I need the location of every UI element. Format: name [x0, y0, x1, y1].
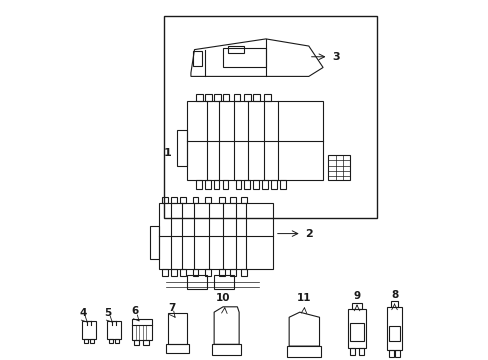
Bar [230, 269, 235, 276]
Text: 9: 9 [353, 291, 360, 301]
Bar [223, 48, 265, 67]
Bar [388, 350, 393, 357]
Bar [386, 307, 401, 350]
Bar [230, 197, 235, 203]
Bar [262, 180, 267, 189]
Bar [214, 180, 219, 189]
Bar [205, 180, 210, 189]
Text: 1: 1 [163, 148, 171, 158]
Bar [253, 180, 258, 189]
Bar [171, 197, 177, 203]
Text: 11: 11 [297, 293, 311, 303]
Bar [205, 94, 211, 102]
Bar [244, 180, 249, 189]
Bar [271, 180, 276, 189]
Bar [162, 197, 168, 203]
Bar [134, 340, 139, 345]
Bar [115, 339, 119, 343]
Bar [187, 102, 323, 180]
Bar [223, 94, 229, 102]
Bar [205, 269, 210, 276]
Bar [223, 180, 228, 189]
Bar [228, 46, 244, 53]
Bar [244, 94, 250, 102]
Bar [159, 203, 272, 269]
Text: 3: 3 [331, 52, 339, 62]
Bar [132, 319, 151, 340]
Bar [180, 269, 185, 276]
Bar [219, 269, 225, 276]
Bar [149, 226, 159, 258]
Bar [219, 197, 225, 203]
Bar [164, 16, 376, 217]
Text: 4: 4 [79, 307, 86, 318]
Bar [214, 94, 220, 102]
Bar [241, 197, 246, 203]
Bar [253, 94, 259, 102]
Bar [212, 344, 241, 355]
Bar [187, 275, 206, 289]
Bar [264, 94, 270, 102]
Bar [287, 346, 321, 357]
Text: 8: 8 [390, 290, 397, 300]
Bar [192, 269, 198, 276]
Text: 6: 6 [131, 306, 139, 316]
Bar [233, 94, 240, 102]
Bar [192, 197, 198, 203]
Bar [196, 180, 201, 189]
Bar [196, 94, 203, 102]
Bar [108, 339, 113, 343]
Text: 7: 7 [167, 303, 175, 313]
Text: 10: 10 [215, 293, 230, 303]
Bar [328, 155, 349, 180]
Bar [165, 343, 189, 352]
Bar [107, 321, 121, 339]
Bar [82, 321, 96, 339]
Bar [171, 269, 177, 276]
Bar [351, 303, 362, 309]
Bar [214, 275, 233, 289]
Bar [192, 51, 201, 66]
Bar [349, 323, 364, 341]
Bar [235, 180, 241, 189]
Text: 5: 5 [104, 307, 111, 318]
Bar [349, 348, 354, 355]
Bar [394, 350, 399, 357]
Bar [241, 269, 246, 276]
Text: 2: 2 [305, 229, 312, 239]
Bar [180, 197, 185, 203]
Bar [388, 327, 399, 341]
Bar [143, 340, 148, 345]
Bar [347, 309, 365, 348]
Bar [280, 180, 285, 189]
Bar [390, 301, 397, 307]
Bar [358, 348, 364, 355]
Bar [90, 339, 94, 343]
Bar [167, 313, 187, 343]
Bar [205, 197, 210, 203]
Bar [162, 269, 168, 276]
Bar [176, 130, 187, 166]
Bar [83, 339, 88, 343]
